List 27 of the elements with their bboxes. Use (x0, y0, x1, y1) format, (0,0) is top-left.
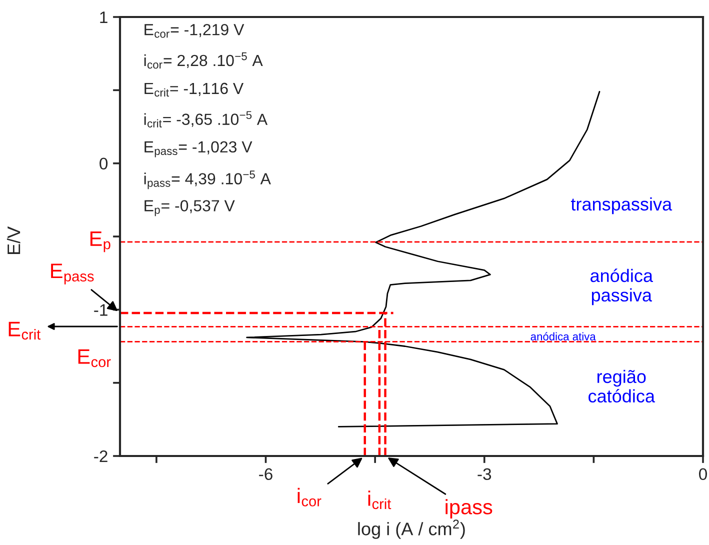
annotation: E$_{crit}$= -1,116 V (144, 82, 244, 97)
y-tick-label: 1 (100, 12, 108, 24)
annotation: transpassiva (570, 197, 672, 214)
y-tick-label: 0 (100, 158, 108, 170)
annotation: anódica ativa (530, 332, 596, 340)
annotation: i$_{crit}$= -3,65 .10$^{−5}$ A (144, 111, 268, 128)
annotation: ipass (446, 499, 492, 518)
annotation: E$_{pass}$= -1,023 V (144, 141, 252, 158)
annotation: E$_{p}$= -0,537 V (144, 200, 235, 216)
y-tick-label: -2 (94, 450, 108, 462)
annotation: E$_{cor}$= -1,219 V (144, 24, 244, 38)
x-tick-label: -3 (478, 468, 492, 480)
annotation: anódica passiva (590, 268, 654, 306)
y-axis-title: E/V (6, 226, 20, 254)
text: E$_{crit}$ (8, 322, 41, 340)
annotation: i$_{pass}$= 4,39 .10$^{−5}$ A (144, 170, 271, 190)
annotation: E$_{p}$ (90, 232, 110, 252)
annotation: E$_{pass}$ (51, 264, 94, 284)
y-tick-label: -1 (94, 304, 108, 316)
x-tick-label: 0 (699, 468, 707, 480)
annotation: i$_{crit}$ (368, 490, 392, 510)
x-tick-label: -6 (259, 468, 272, 480)
annotation: i$_{cor}$ (298, 488, 322, 506)
annotation: região catódica (588, 370, 656, 403)
annotation: E$_{cor}$ (78, 349, 111, 368)
x-axis-title: log i (A / cm$^{2}$) (358, 520, 465, 539)
annotation: i$_{cor}$= 2,28 .10$^{−5}$ A (144, 52, 263, 69)
